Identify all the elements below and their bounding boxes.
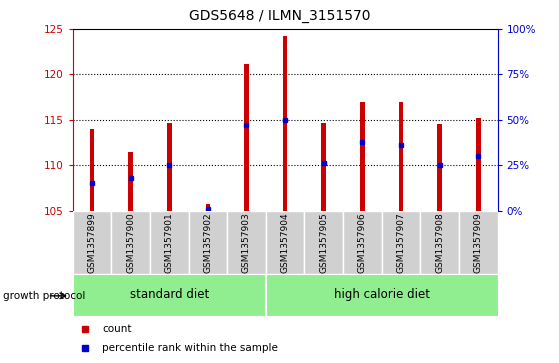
Text: GSM1357904: GSM1357904	[281, 212, 290, 273]
Bar	[89, 129, 94, 211]
Bar	[111, 211, 150, 274]
Bar	[459, 211, 498, 274]
Text: GSM1357900: GSM1357900	[126, 212, 135, 273]
Bar	[73, 211, 111, 274]
Bar	[399, 102, 403, 211]
Bar	[266, 211, 305, 274]
Bar	[244, 65, 249, 211]
Bar	[382, 211, 420, 274]
Bar	[476, 118, 481, 211]
Text: GSM1357899: GSM1357899	[87, 212, 97, 273]
Bar	[266, 274, 498, 316]
Text: GSM1357906: GSM1357906	[358, 212, 367, 273]
Bar	[227, 211, 266, 274]
Text: GSM1357901: GSM1357901	[165, 212, 174, 273]
Bar	[437, 124, 442, 211]
Bar	[206, 204, 210, 211]
Bar	[420, 211, 459, 274]
Bar	[305, 211, 343, 274]
Bar	[188, 211, 227, 274]
Text: growth protocol: growth protocol	[3, 291, 85, 301]
Bar	[360, 102, 364, 211]
Text: GSM1357905: GSM1357905	[319, 212, 328, 273]
Bar	[73, 274, 266, 316]
Text: standard diet: standard diet	[130, 289, 209, 301]
Bar	[150, 211, 188, 274]
Text: GDS5648 / ILMN_3151570: GDS5648 / ILMN_3151570	[189, 9, 370, 23]
Text: percentile rank within the sample: percentile rank within the sample	[102, 343, 278, 354]
Text: GSM1357902: GSM1357902	[203, 212, 212, 273]
Bar	[343, 211, 382, 274]
Bar	[283, 36, 287, 211]
Text: GSM1357903: GSM1357903	[242, 212, 251, 273]
Text: count: count	[102, 324, 132, 334]
Bar	[128, 151, 133, 211]
Bar	[321, 122, 326, 211]
Text: GSM1357909: GSM1357909	[473, 212, 483, 273]
Text: GSM1357907: GSM1357907	[396, 212, 405, 273]
Text: high calorie diet: high calorie diet	[334, 289, 430, 301]
Bar	[167, 122, 172, 211]
Text: GSM1357908: GSM1357908	[435, 212, 444, 273]
